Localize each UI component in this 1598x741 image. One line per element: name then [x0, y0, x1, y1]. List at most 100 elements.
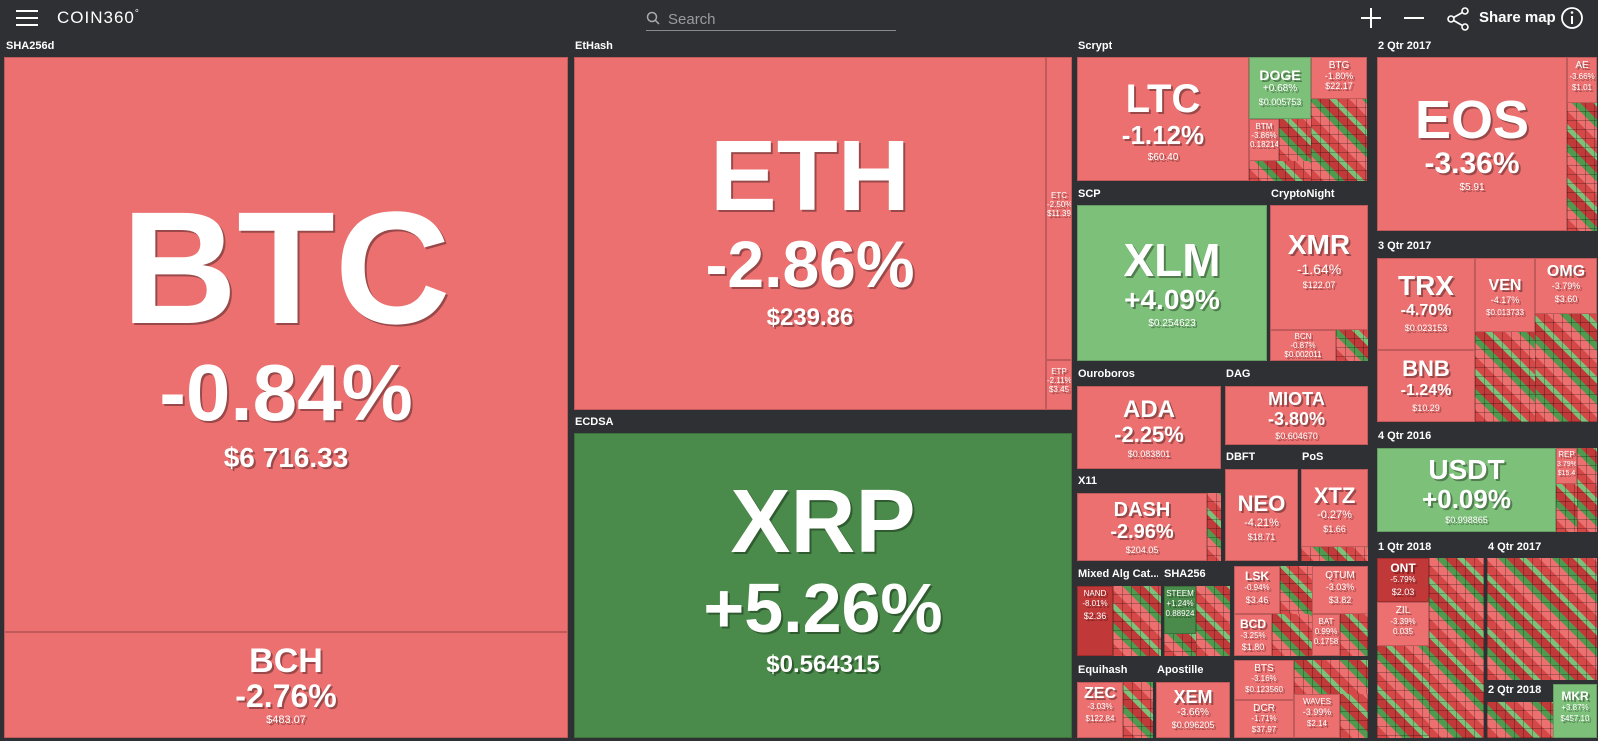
coin-tile-btg[interactable]: BTG -1.80% $22.17: [1311, 57, 1367, 99]
coin-tile-ae[interactable]: AE -3.66% $1.01: [1567, 57, 1597, 103]
coin-change: -3.03%: [1325, 582, 1355, 592]
small-coins-mosaic[interactable]: [1311, 99, 1367, 181]
coin-tile-dash[interactable]: DASH -2.96% $204.05: [1077, 493, 1207, 561]
group-label-ouroboros: Ouroboros: [1078, 368, 1135, 380]
coin-tile-eos[interactable]: EOS -3.36% $5.91: [1377, 57, 1567, 231]
coin-change: -2.76%: [235, 678, 337, 714]
coin-tile-etp[interactable]: ETP -2.11% $3.45: [1046, 360, 1072, 410]
coin-price: $0.254623: [1148, 318, 1196, 329]
coin-price: $0.998865: [1445, 515, 1488, 525]
coin-tile-ada[interactable]: ADA -2.25% $0.083801: [1077, 386, 1221, 469]
coin-tile-bcd[interactable]: BCD -3.25% $1.80: [1234, 614, 1272, 656]
group-label-4qtr2016: 4 Qtr 2016: [1378, 430, 1432, 442]
coin-price: $0.123560: [1245, 685, 1283, 694]
coin-tile-doge[interactable]: DOGE +0.68% $0.005753: [1249, 57, 1311, 119]
small-coins-mosaic[interactable]: [1123, 682, 1153, 738]
coin-change: -1.80%: [1324, 71, 1354, 81]
coin-tile-usdt[interactable]: USDT +0.09% $0.998865: [1377, 448, 1556, 532]
small-coins-mosaic[interactable]: [1301, 547, 1368, 561]
coin-tile-dcr[interactable]: DCR -1.71% $37.97: [1234, 700, 1294, 738]
coin-tile-eth[interactable]: ETH -2.86% $239.86: [574, 57, 1046, 410]
coin-tile-btc[interactable]: BTC -0.84% $6 716.33: [4, 57, 568, 632]
coin-symbol: ONT: [1390, 561, 1416, 575]
logo-degree: °: [134, 8, 140, 20]
coin-change: -3.86%: [1251, 131, 1277, 140]
coin-change: -3.16%: [1251, 674, 1277, 683]
coin-tile-rep[interactable]: REP 3.79% $15.4: [1556, 448, 1577, 484]
coin-symbol: NEO: [1237, 491, 1286, 516]
coin-symbol: STEEM: [1166, 589, 1194, 598]
small-coins-mosaic[interactable]: [1279, 119, 1311, 161]
group-label-sha256: SHA256: [1164, 568, 1206, 580]
small-coins-mosaic[interactable]: [1164, 634, 1196, 656]
small-coins-mosaic[interactable]: [1207, 493, 1221, 561]
small-coins-mosaic[interactable]: [1535, 314, 1597, 422]
coin-change: +0.68%: [1262, 83, 1298, 94]
coin-tile-ont[interactable]: ONT -5.79% $2.03: [1377, 558, 1429, 602]
small-coins-mosaic[interactable]: [1577, 448, 1597, 532]
coin-tile-omg[interactable]: OMG -3.79% $3.60: [1535, 258, 1597, 314]
small-coins-mosaic[interactable]: [1567, 103, 1597, 231]
small-coins-mosaic[interactable]: [1487, 702, 1553, 738]
group-label-3qtr2017: 3 Qtr 2017: [1378, 240, 1432, 252]
share-icon[interactable]: [1445, 6, 1471, 37]
coin-symbol: BNB: [1402, 356, 1450, 381]
small-coins-mosaic[interactable]: [1377, 646, 1429, 738]
coin-tile-steem[interactable]: STEEM +1.24% 0.88924: [1164, 586, 1196, 634]
coin-tile-lsk[interactable]: LSK -0.94% $3.46: [1234, 566, 1280, 614]
coin-tile-bat[interactable]: BAT 0.99% 0.1758: [1312, 614, 1340, 656]
coin-price: $122.07: [1302, 280, 1336, 290]
coin-symbol: DASH: [1113, 499, 1171, 521]
small-coins-mosaic[interactable]: [1475, 332, 1535, 422]
coin-tile-neo[interactable]: NEO -4.21% $18.71: [1225, 469, 1298, 561]
share-map-button[interactable]: Share map: [1479, 9, 1556, 26]
small-coins-mosaic[interactable]: [1429, 558, 1484, 738]
coin-symbol: XLM: [1123, 234, 1221, 286]
coin-tile-bcn[interactable]: BCN -0.87% $0.002011: [1270, 330, 1336, 361]
coin-change: -3.66%: [1177, 707, 1209, 718]
small-coins-mosaic[interactable]: [1272, 614, 1312, 656]
coin-tile-zil[interactable]: ZIL -3.39% 0.035: [1377, 602, 1429, 646]
coin-tile-xmr[interactable]: XMR -1.64% $122.07: [1270, 205, 1368, 330]
coin-tile-zec[interactable]: ZEC -3.03% $122.84: [1077, 682, 1123, 738]
coin-tile-nand[interactable]: NAND -8.01% $2.36: [1077, 586, 1113, 656]
minus-icon[interactable]: [1402, 6, 1426, 35]
coin-tile-bts[interactable]: BTS -3.16% $0.123560: [1234, 660, 1294, 700]
small-coins-mosaic[interactable]: [1340, 694, 1368, 738]
small-coins-mosaic[interactable]: [1249, 161, 1311, 181]
coin-tile-ltc[interactable]: LTC -1.12% $60.40: [1077, 57, 1249, 181]
small-coins-mosaic[interactable]: [1556, 484, 1577, 532]
coin-tile-xtz[interactable]: XTZ -0.27% $1.66: [1301, 469, 1368, 547]
coin-tile-trx[interactable]: TRX -4.70% $0.023153: [1377, 258, 1475, 350]
coin-price: $3.60: [1554, 294, 1578, 304]
coin-tile-btm[interactable]: BTM -3.86% 0.18214: [1249, 119, 1279, 161]
coin-tile-waves[interactable]: WAVES -3.99% $2.14: [1294, 694, 1340, 738]
small-coins-mosaic[interactable]: [1336, 330, 1368, 361]
coin-tile-miota[interactable]: MIOTA -3.80% $0.604670: [1225, 386, 1368, 445]
coin-tile-xrp[interactable]: XRP +5.26% $0.564315: [574, 433, 1072, 738]
search-input[interactable]: [666, 8, 898, 30]
coin-symbol: AE: [1575, 60, 1589, 71]
small-coins-mosaic[interactable]: [1280, 566, 1312, 614]
coin-tile-mkr[interactable]: MKR +3.87% $457.10: [1553, 684, 1597, 738]
coin-change: -4.21%: [1244, 517, 1279, 529]
coin-tile-bch[interactable]: BCH -2.76% $483.07: [4, 632, 568, 738]
group-label-sha256d: SHA256d: [6, 40, 55, 52]
plus-icon[interactable]: [1359, 6, 1383, 35]
coin-tile-bnb[interactable]: BNB -1.24% $10.29: [1377, 350, 1475, 422]
coin-tile-qtum[interactable]: QTUM -3.03% $3.82: [1312, 566, 1368, 614]
coin-symbol: BCD: [1240, 617, 1266, 631]
coin-change: -0.84%: [159, 348, 413, 437]
info-icon[interactable]: [1560, 6, 1584, 35]
small-coins-mosaic[interactable]: [1196, 586, 1230, 656]
coin-tile-xlm[interactable]: XLM +4.09% $0.254623: [1077, 205, 1267, 361]
coin-tile-xem[interactable]: XEM -3.66% $0.096205: [1156, 682, 1230, 738]
coin-tile-etc[interactable]: ETC -2.50% $11.39: [1046, 57, 1072, 360]
small-coins-mosaic[interactable]: [1340, 614, 1368, 656]
hamburger-menu-icon[interactable]: [16, 10, 38, 26]
app-logo[interactable]: COIN360°: [57, 8, 140, 28]
coin-tile-ven[interactable]: VEN -4.17% $0.013733: [1475, 258, 1535, 332]
small-coins-mosaic[interactable]: [1487, 558, 1597, 680]
small-coins-mosaic[interactable]: [1113, 586, 1161, 656]
small-coins-mosaic[interactable]: [1294, 660, 1368, 694]
